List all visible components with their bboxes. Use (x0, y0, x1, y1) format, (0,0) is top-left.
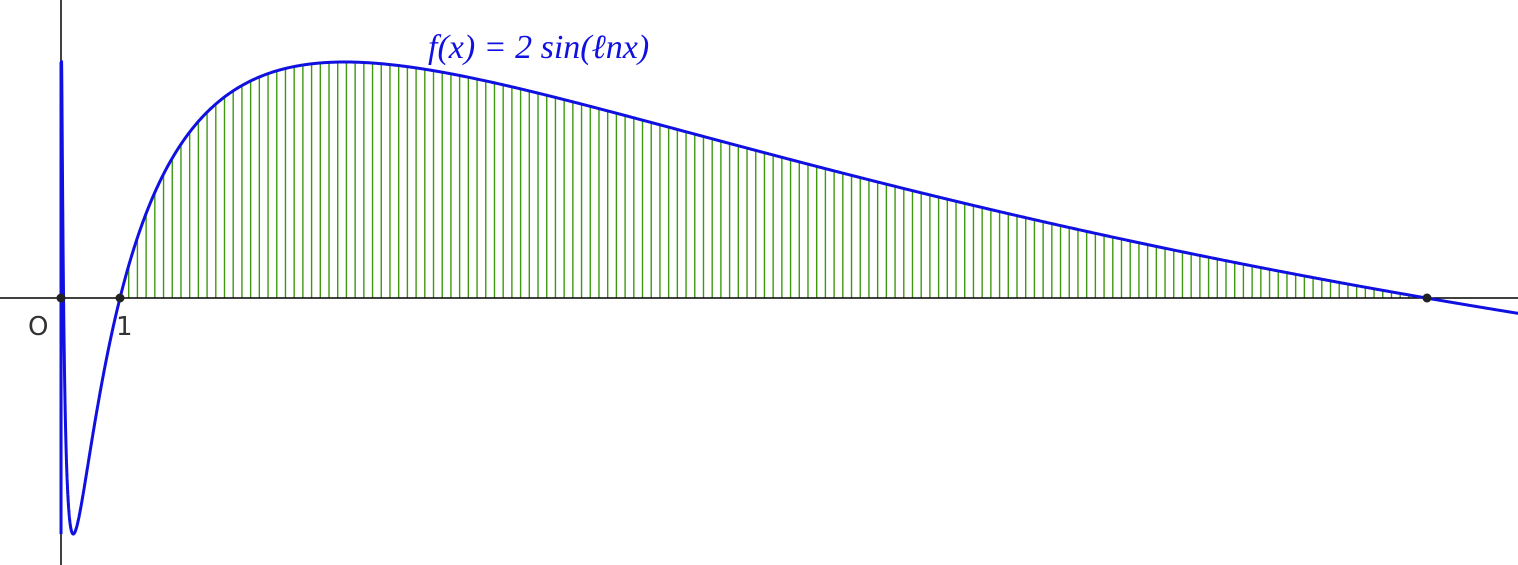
root-point (1422, 293, 1432, 303)
origin-point (56, 293, 66, 303)
point-one (115, 293, 125, 303)
function-label: f(x) = 2 sin(ℓnx) (428, 29, 649, 66)
origin-label: O (28, 312, 48, 342)
unit-label: 1 (116, 312, 133, 342)
area-hatching (128, 62, 1419, 298)
